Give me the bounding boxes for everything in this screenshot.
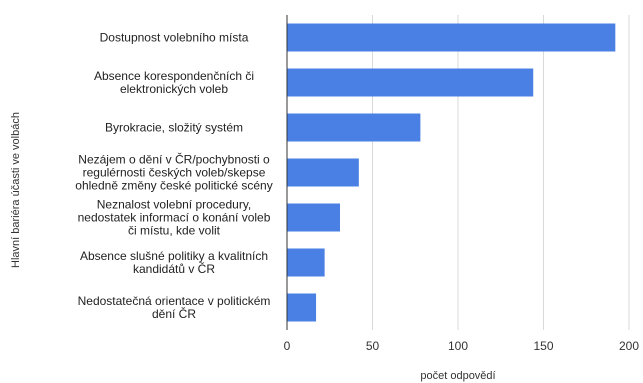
category-label: Nezájem o dění v ČR/pochybnosti o regulér… xyxy=(75,152,272,193)
gridlines xyxy=(372,15,630,330)
bar xyxy=(287,158,359,187)
bar xyxy=(287,113,421,142)
bar xyxy=(287,23,616,52)
bar xyxy=(287,293,317,322)
bar xyxy=(287,203,341,232)
x-tick-labels: 0 50 100 150 200 xyxy=(284,339,640,353)
x-tick-label: 0 xyxy=(284,339,291,353)
x-tick-label: 100 xyxy=(448,339,468,353)
category-label: Dostupnost volebního místa xyxy=(100,31,249,45)
y-axis-title: Hlavní bariéra účasti ve volbách xyxy=(10,112,22,268)
x-tick-label: 200 xyxy=(619,339,639,353)
category-label: Absence slušné politiky a kvalitních kand… xyxy=(80,249,268,276)
category-label: Nedostatečná orientace v politickém dění … xyxy=(78,294,271,321)
x-tick-label: 150 xyxy=(533,339,553,353)
bars xyxy=(287,23,616,322)
bar xyxy=(287,248,325,277)
x-tick-label: 50 xyxy=(366,339,380,353)
category-label: Absence korespondenčních či elektronickýc… xyxy=(94,69,254,96)
bar xyxy=(287,68,534,97)
category-labels: Dostupnost volebního místa Absence koresp… xyxy=(75,31,272,322)
x-axis-title: počet odpovědí xyxy=(420,370,495,382)
category-label: Byrokracie, složitý systém xyxy=(105,121,243,135)
category-label: Neznalost volební procedury, nedostatek i… xyxy=(78,198,271,238)
